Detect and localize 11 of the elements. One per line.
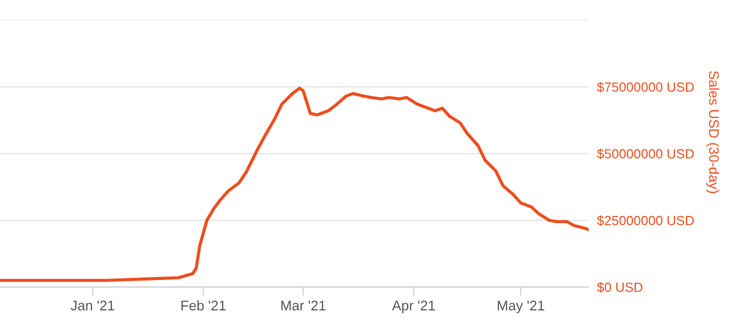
y-tick-label: $0 USD <box>597 282 642 293</box>
x-tick-label: Mar '21 <box>281 300 326 310</box>
line-series <box>0 86 589 282</box>
x-tick-label: Jan '21 <box>70 300 114 310</box>
y-tick-label: $25000000 USD <box>597 215 694 226</box>
x-tick-label: May '21 <box>498 300 544 314</box>
y-axis-title: Sales USD (30-day) <box>706 71 720 194</box>
y-tick-label: $50000000 USD <box>597 148 694 160</box>
y-tick-label: $75000000 USD <box>597 82 694 93</box>
x-tick-label: Feb '21 <box>182 300 226 310</box>
x-tick-label: Apr '21 <box>392 300 435 314</box>
